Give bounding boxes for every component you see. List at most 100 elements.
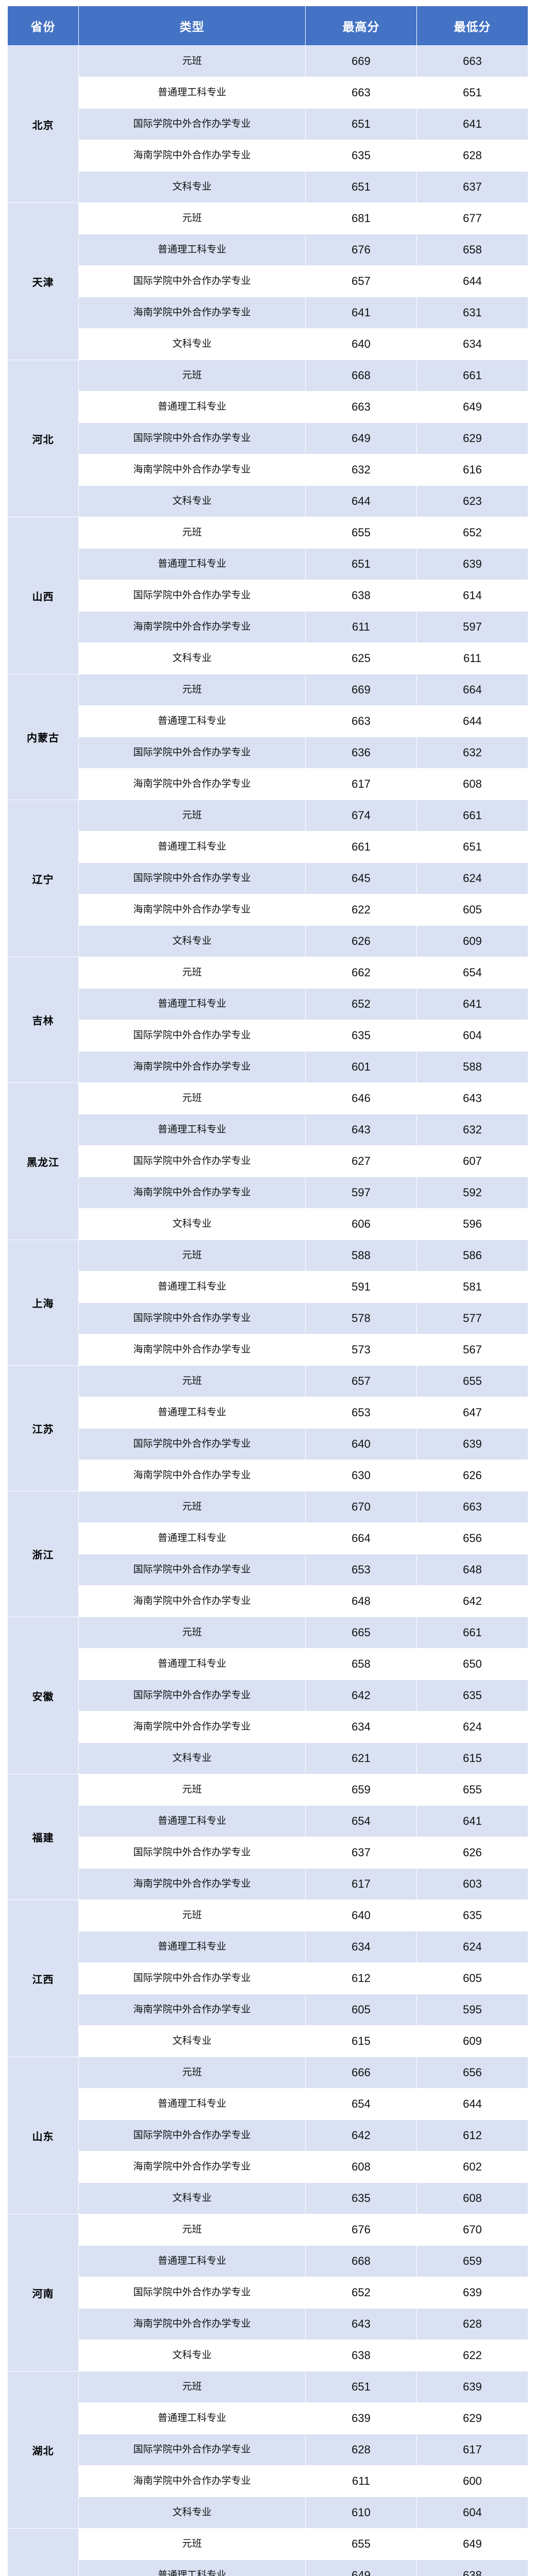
table-row: 山西 元班 655 652 (7, 517, 528, 674)
province-cell: 上海 (7, 1240, 79, 1366)
max-score-cell: 644 (305, 485, 417, 517)
province-cell: 河北 (7, 360, 79, 517)
table-row: 国际学院中外合作办学专业 653 648 (8, 1554, 528, 1586)
type-cell: 普通理工科专业 (78, 2402, 306, 2434)
max-score-cell: 621 (305, 1742, 417, 1774)
type-cell: 普通理工科专业 (78, 2088, 306, 2120)
max-score-cell: 664 (305, 1522, 417, 1554)
max-score-cell: 606 (305, 1208, 417, 1240)
type-cell: 海南学院中外合作办学专业 (78, 454, 306, 486)
type-cell: 国际学院中外合作办学专业 (78, 1145, 306, 1177)
table-row: 福建 元班 659 655 (7, 1774, 528, 1900)
type-cell: 海南学院中外合作办学专业 (78, 2308, 306, 2340)
table-row: 海南学院中外合作办学专业 617 608 (8, 768, 528, 800)
type-cell: 国际学院中外合作办学专业 (78, 1020, 306, 1052)
table-row: 国际学院中外合作办学专业 645 624 (8, 862, 528, 894)
min-score-cell: 656 (416, 2057, 528, 2089)
min-score-cell: 595 (416, 1994, 528, 2026)
table-row: 文科专业 610 604 (8, 2497, 528, 2529)
min-score-cell: 607 (416, 1145, 528, 1177)
min-score-cell: 649 (416, 2528, 528, 2560)
table-row: 河北 元班 668 661 (7, 360, 528, 517)
max-score-cell: 640 (305, 1428, 417, 1460)
min-score-cell: 608 (416, 2182, 528, 2214)
type-cell: 普通理工科专业 (78, 234, 306, 266)
min-score-cell: 655 (416, 1774, 528, 1806)
type-cell: 普通理工科专业 (78, 77, 306, 109)
max-score-cell: 657 (305, 1365, 417, 1397)
max-score-cell: 651 (305, 548, 417, 580)
table-row: 普通理工科专业 639 629 (8, 2402, 528, 2434)
max-score-cell: 643 (305, 2308, 417, 2340)
table-row: 北京 元班 669 663 (7, 45, 528, 203)
table-row: 国际学院中外合作办学专业 649 629 (8, 422, 528, 454)
max-score-cell: 659 (305, 1774, 417, 1806)
max-score-cell: 668 (305, 2245, 417, 2277)
max-score-cell: 630 (305, 1460, 417, 1492)
min-score-cell: 639 (416, 2371, 528, 2403)
table-row: 辽宁 元班 674 661 (7, 800, 528, 957)
header-type: 类型 (78, 6, 306, 46)
type-cell: 海南学院中外合作办学专业 (78, 1051, 306, 1083)
type-cell: 国际学院中外合作办学专业 (78, 108, 306, 140)
max-score-cell: 612 (305, 1962, 417, 1994)
table-row: 海南学院中外合作办学专业 622 605 (8, 894, 528, 926)
table-row: 国际学院中外合作办学专业 636 632 (8, 737, 528, 769)
min-score-cell: 663 (416, 45, 528, 77)
max-score-cell: 605 (305, 1994, 417, 2026)
min-score-cell: 643 (416, 1082, 528, 1114)
min-score-cell: 651 (416, 77, 528, 109)
table-row: 吉林 元班 662 654 (7, 957, 528, 1083)
type-cell: 普通理工科专业 (78, 1114, 306, 1146)
min-score-cell: 648 (416, 1554, 528, 1586)
table-row: 上海 元班 588 586 (7, 1240, 528, 1366)
type-cell: 海南学院中外合作办学专业 (78, 1994, 306, 2026)
table-row: 海南学院中外合作办学专业 601 588 (8, 1051, 528, 1083)
max-score-cell: 611 (305, 2465, 417, 2497)
min-score-cell: 603 (416, 1868, 528, 1900)
type-cell: 国际学院中外合作办学专业 (78, 2434, 306, 2466)
min-score-cell: 624 (416, 862, 528, 894)
max-score-cell: 652 (305, 988, 417, 1020)
max-score-cell: 638 (305, 580, 417, 612)
table-row: 文科专业 621 615 (8, 1742, 528, 1774)
type-cell: 国际学院中外合作办学专业 (78, 265, 306, 297)
table-row: 江苏 元班 657 655 (7, 1365, 528, 1492)
table-row: 国际学院中外合作办学专业 652 639 (8, 2277, 528, 2309)
table-row: 文科专业 606 596 (8, 1208, 528, 1240)
max-score-cell: 654 (305, 1805, 417, 1837)
type-cell: 文科专业 (78, 2340, 306, 2371)
max-score-cell: 637 (305, 1837, 417, 1869)
table-row: 普通理工科专业 658 650 (8, 1648, 528, 1680)
province-cell: 湖北 (7, 2371, 79, 2529)
max-score-cell: 628 (305, 2434, 417, 2466)
type-cell: 普通理工科专业 (78, 1805, 306, 1837)
table-header: 省份 类型 最高分 最低分 (7, 6, 528, 46)
type-cell: 海南学院中外合作办学专业 (78, 2465, 306, 2497)
max-score-cell: 651 (305, 171, 417, 203)
min-score-cell: 655 (416, 1365, 528, 1397)
type-cell: 海南学院中外合作办学专业 (78, 1868, 306, 1900)
min-score-cell: 658 (416, 234, 528, 266)
province-cell: 江苏 (7, 1365, 79, 1492)
max-score-cell: 661 (305, 831, 417, 863)
type-cell: 国际学院中外合作办学专业 (78, 1554, 306, 1586)
min-score-cell: 649 (416, 391, 528, 423)
min-score-cell: 641 (416, 108, 528, 140)
max-score-cell: 635 (305, 2182, 417, 2214)
type-cell: 文科专业 (78, 171, 306, 203)
max-score-cell: 645 (305, 862, 417, 894)
max-score-cell: 627 (305, 1145, 417, 1177)
min-score-cell: 632 (416, 737, 528, 769)
type-cell: 元班 (78, 517, 306, 549)
type-cell: 国际学院中外合作办学专业 (78, 1302, 306, 1334)
max-score-cell: 588 (305, 1240, 417, 1272)
min-score-cell: 656 (416, 1522, 528, 1554)
min-score-cell: 617 (416, 2434, 528, 2466)
type-cell: 国际学院中外合作办学专业 (78, 737, 306, 769)
max-score-cell: 649 (305, 422, 417, 454)
type-cell: 普通理工科专业 (78, 391, 306, 423)
type-cell: 元班 (78, 800, 306, 832)
max-score-cell: 651 (305, 2371, 417, 2403)
